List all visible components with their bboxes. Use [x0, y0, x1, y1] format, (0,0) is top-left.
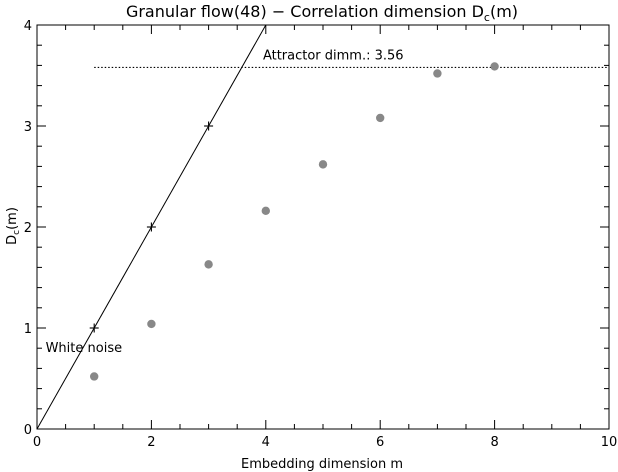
- x-tick-label: 6: [376, 435, 384, 450]
- annotation-label: White noise: [46, 341, 123, 356]
- plus-marker: [204, 121, 214, 131]
- data-point: [90, 372, 99, 381]
- data-point: [261, 206, 270, 216]
- chart-marks: [36, 24, 609, 430]
- x-axis-label: Embedding dimension m: [241, 457, 403, 472]
- y-axis-label: Dc(m): [5, 207, 22, 245]
- data-point: [433, 69, 442, 78]
- y-tick-label: 3: [24, 120, 32, 135]
- plus-marker: [146, 222, 156, 232]
- y-tick-label: 2: [24, 221, 32, 236]
- annotations: Attractor dimm.: 3.56 White noise: [46, 48, 404, 356]
- x-tick-label: 0: [33, 435, 41, 450]
- data-point: [490, 62, 499, 71]
- y-tick-label: 1: [24, 322, 32, 337]
- y-tick-label: 4: [24, 19, 32, 34]
- annotation-label: Attractor dimm.: 3.56: [263, 48, 404, 63]
- data-point: [318, 160, 328, 169]
- y-tick-label: 0: [24, 423, 32, 438]
- plot-frame: [36, 24, 610, 430]
- chart-title: Granular flow(48) − Correlation dimensio…: [126, 2, 518, 24]
- data-point: [376, 113, 385, 123]
- axes: 0 2 4 6 8 10 0 1 2 3 4: [24, 19, 618, 450]
- data-point: [204, 260, 213, 269]
- x-tick-label: 8: [490, 435, 498, 450]
- x-tick-label: 4: [262, 435, 270, 450]
- x-tick-label: 10: [601, 435, 618, 450]
- data-point: [147, 319, 156, 329]
- x-tick-label: 2: [147, 435, 155, 450]
- plus-marker: [89, 323, 99, 333]
